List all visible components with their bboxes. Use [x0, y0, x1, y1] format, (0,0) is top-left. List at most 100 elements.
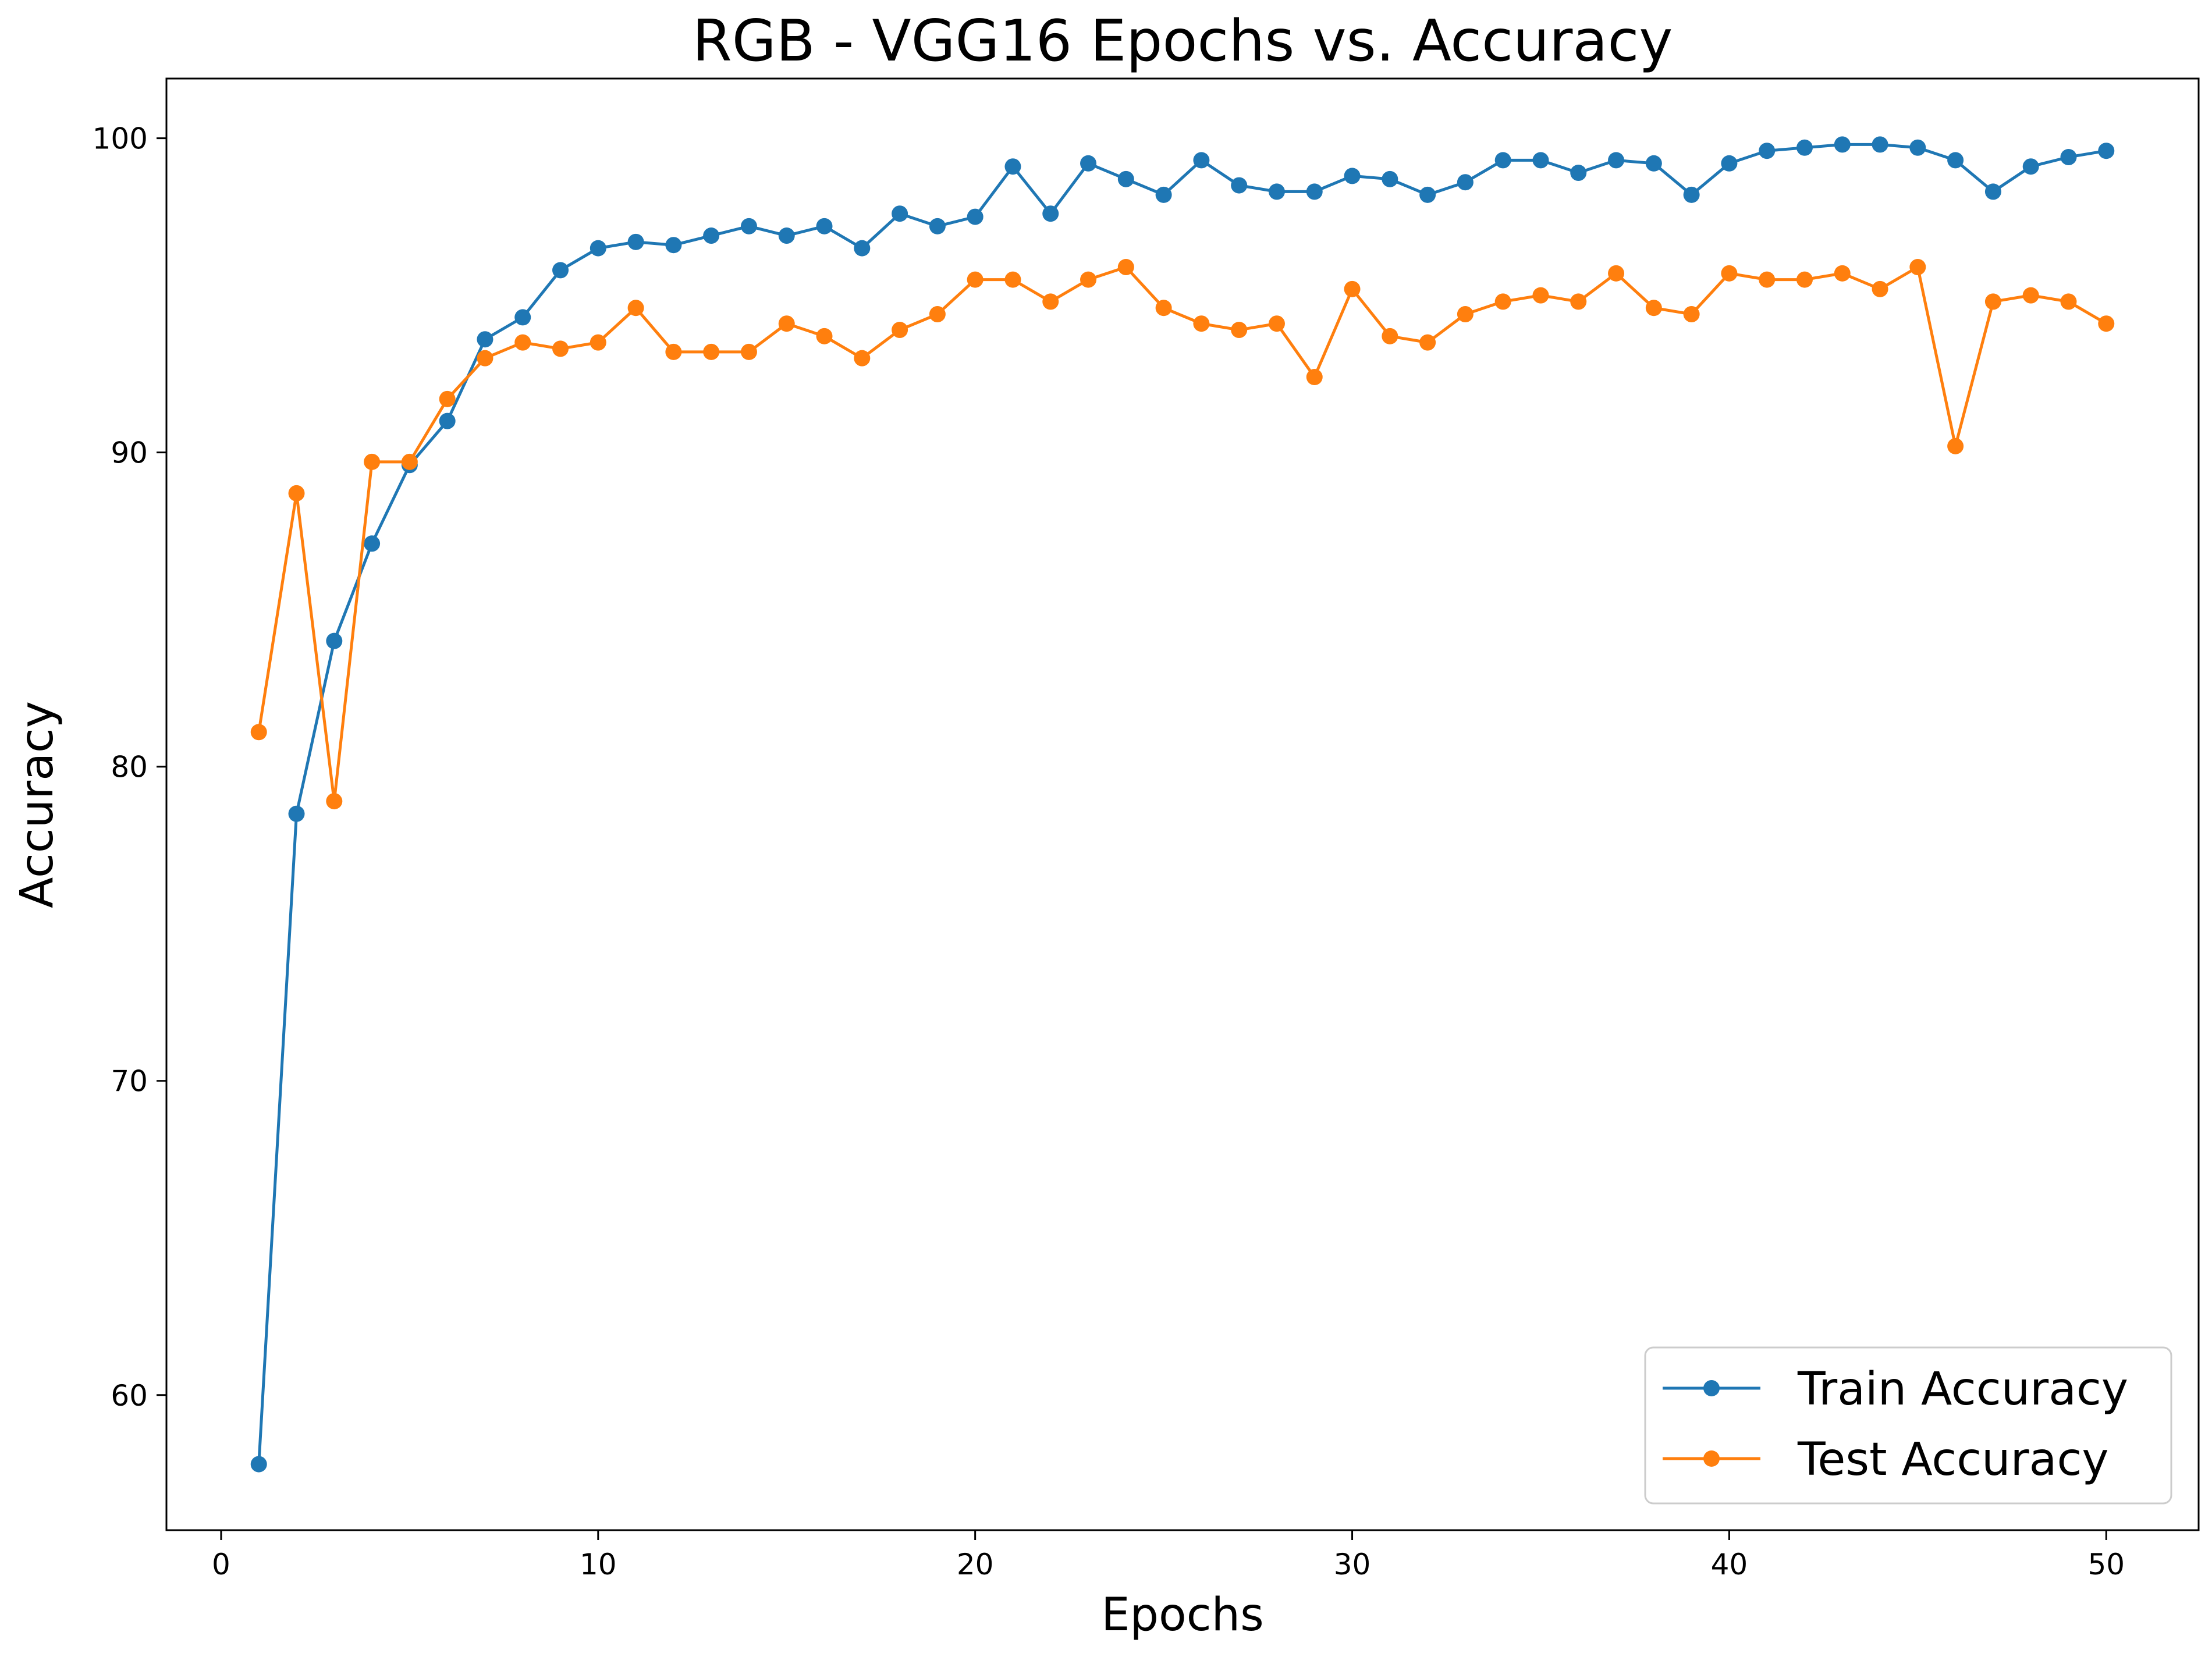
data-point	[1645, 155, 1662, 172]
data-point	[1984, 183, 2001, 200]
data-point	[1004, 158, 1021, 175]
data-point	[1080, 271, 1097, 288]
data-point	[590, 334, 606, 351]
data-point	[250, 1456, 267, 1473]
series-test	[250, 259, 2115, 810]
data-point	[1004, 271, 1021, 288]
data-point	[1834, 265, 1851, 282]
series-layer	[250, 136, 2115, 1473]
data-point	[514, 309, 531, 326]
data-point	[1608, 265, 1625, 282]
data-point	[1382, 328, 1398, 344]
legend: Train Accuracy Test Accuracy	[1644, 1346, 2172, 1505]
data-point	[1306, 183, 1323, 200]
data-point	[854, 240, 871, 257]
data-point	[326, 632, 343, 649]
data-point	[1645, 300, 1662, 317]
data-point	[1344, 280, 1361, 297]
data-point	[1570, 165, 1587, 182]
data-point	[439, 413, 456, 429]
data-point	[1193, 315, 1210, 332]
data-point	[627, 300, 644, 317]
data-point	[1419, 186, 1436, 203]
data-point	[1155, 186, 1172, 203]
data-point	[778, 315, 795, 332]
plot-frame	[165, 77, 2200, 1531]
data-point	[1117, 170, 1134, 187]
data-point	[1382, 170, 1398, 187]
data-point	[967, 208, 983, 225]
data-point	[703, 227, 720, 244]
data-point	[1570, 293, 1587, 310]
data-point	[1909, 139, 1926, 156]
x-tick-label: 30	[1334, 1548, 1371, 1581]
data-point	[1608, 152, 1625, 169]
data-point	[250, 724, 267, 741]
x-tick-label: 50	[2087, 1548, 2125, 1581]
data-point	[477, 350, 493, 367]
data-point	[1494, 293, 1511, 310]
data-point	[2060, 293, 2077, 310]
data-point	[552, 340, 569, 357]
y-tick-label: 60	[111, 1379, 148, 1413]
x-tick-label: 10	[580, 1548, 617, 1581]
data-point	[288, 485, 305, 502]
data-point	[1231, 322, 1248, 339]
data-point	[2060, 149, 2077, 166]
data-point	[703, 343, 720, 360]
data-point	[1683, 186, 1700, 203]
data-point	[816, 328, 833, 344]
y-tick-label: 70	[111, 1065, 148, 1098]
ticks-layer: 0 10 20 30 40 50 60 70 80 90 100	[93, 122, 2125, 1581]
legend-label-train: Train Accuracy	[1797, 1363, 2128, 1416]
data-point	[1759, 143, 1776, 159]
data-point	[1872, 280, 1888, 297]
data-point	[2098, 315, 2115, 332]
data-point	[590, 240, 606, 257]
data-point	[364, 535, 381, 552]
data-point	[1532, 152, 1549, 169]
data-point	[326, 793, 343, 810]
data-point	[1759, 271, 1776, 288]
data-point	[1872, 136, 1888, 153]
data-point	[1532, 287, 1549, 304]
legend-label-test: Test Accuracy	[1797, 1434, 2109, 1486]
data-point	[1457, 306, 1474, 323]
data-point	[1721, 265, 1738, 282]
data-point	[1080, 155, 1097, 172]
data-point	[1683, 306, 1700, 323]
data-point	[778, 227, 795, 244]
data-point	[2098, 143, 2115, 159]
data-point	[1947, 438, 1964, 454]
data-point	[401, 453, 418, 470]
data-point	[1909, 259, 1926, 276]
data-point	[2022, 287, 2039, 304]
data-point	[665, 237, 682, 254]
data-point	[740, 343, 757, 360]
legend-marker-test	[1703, 1450, 1720, 1467]
x-axis-label: Epochs	[1101, 1589, 1263, 1641]
data-point	[1796, 139, 1813, 156]
data-point	[1306, 369, 1323, 386]
y-axis-label: Accuracy	[11, 701, 63, 908]
data-point	[1947, 152, 1964, 169]
data-point	[288, 805, 305, 822]
data-point	[1984, 293, 2001, 310]
legend-marker-train	[1703, 1380, 1720, 1396]
data-point	[740, 218, 757, 234]
data-point	[1193, 152, 1210, 169]
data-point	[1721, 155, 1738, 172]
data-point	[1042, 205, 1059, 222]
data-point	[1344, 168, 1361, 184]
data-point	[1155, 300, 1172, 317]
data-point	[929, 306, 946, 323]
data-point	[514, 334, 531, 351]
y-tick-label: 90	[111, 436, 148, 470]
data-point	[439, 390, 456, 407]
y-tick-label: 80	[111, 751, 148, 784]
data-point	[854, 350, 871, 367]
data-point	[1834, 136, 1851, 153]
data-point	[552, 262, 569, 279]
data-point	[1117, 259, 1134, 276]
